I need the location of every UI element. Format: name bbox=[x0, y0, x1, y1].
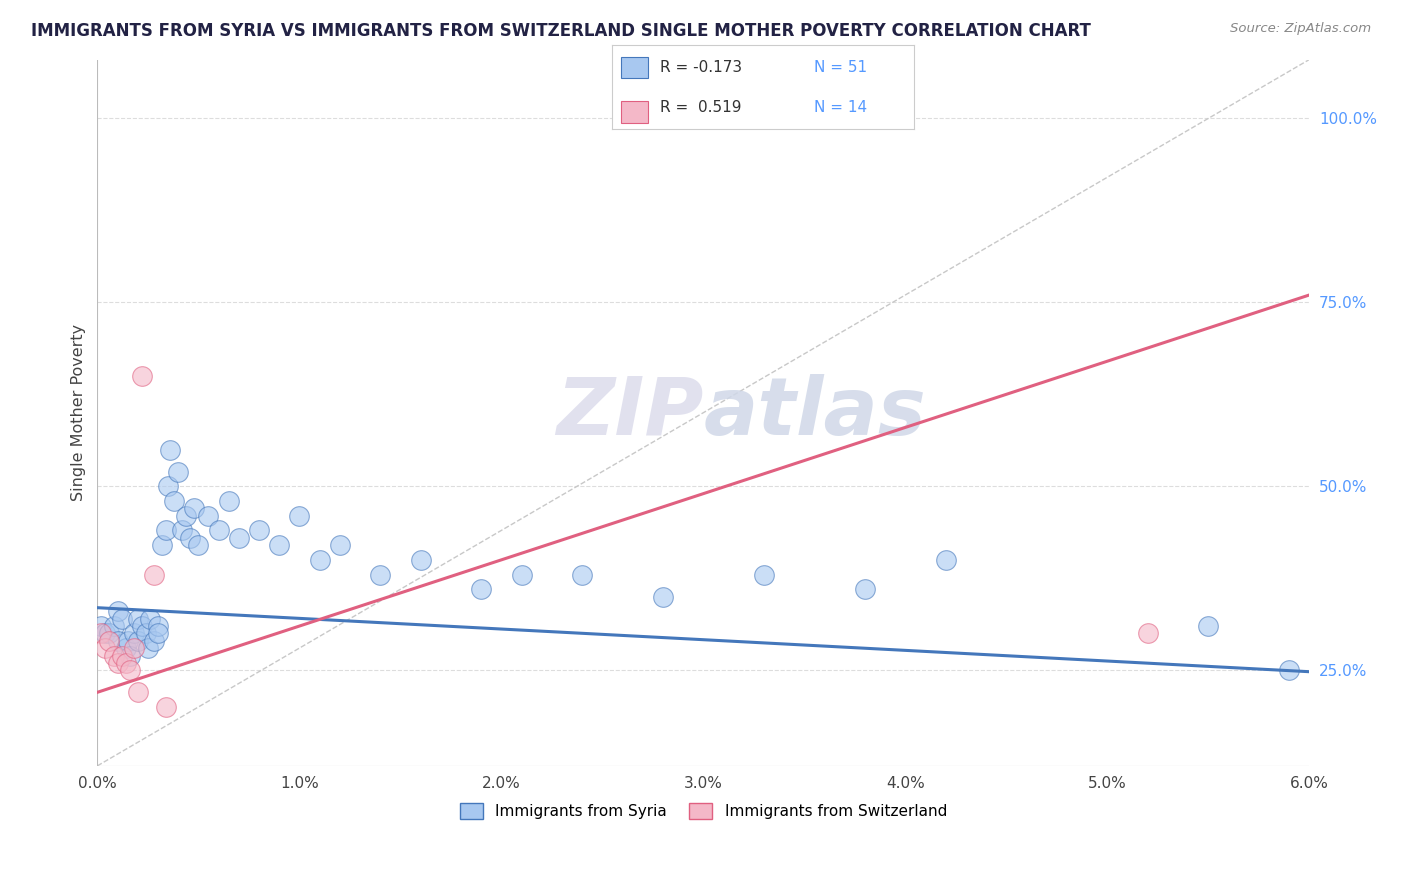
Text: atlas: atlas bbox=[703, 374, 927, 451]
Y-axis label: Single Mother Poverty: Single Mother Poverty bbox=[72, 324, 86, 501]
Point bbox=[122, 641, 145, 656]
Point bbox=[1136, 626, 1159, 640]
Point bbox=[103, 619, 125, 633]
Point bbox=[183, 501, 205, 516]
Text: R =  0.519: R = 0.519 bbox=[659, 100, 741, 115]
Point bbox=[470, 582, 492, 597]
Point bbox=[159, 442, 181, 457]
Point bbox=[107, 604, 129, 618]
Point bbox=[135, 626, 157, 640]
Point bbox=[122, 626, 145, 640]
Point bbox=[155, 700, 177, 714]
Point bbox=[1278, 663, 1301, 677]
FancyBboxPatch shape bbox=[620, 102, 648, 122]
Text: R = -0.173: R = -0.173 bbox=[659, 60, 742, 75]
Point bbox=[174, 508, 197, 523]
Point bbox=[107, 656, 129, 670]
Text: N = 14: N = 14 bbox=[814, 100, 868, 115]
Legend: Immigrants from Syria, Immigrants from Switzerland: Immigrants from Syria, Immigrants from S… bbox=[454, 797, 953, 825]
Point bbox=[752, 567, 775, 582]
Point bbox=[131, 619, 153, 633]
Point bbox=[288, 508, 311, 523]
Point bbox=[150, 538, 173, 552]
Text: IMMIGRANTS FROM SYRIA VS IMMIGRANTS FROM SWITZERLAND SINGLE MOTHER POVERTY CORRE: IMMIGRANTS FROM SYRIA VS IMMIGRANTS FROM… bbox=[31, 22, 1091, 40]
Point bbox=[114, 641, 136, 656]
Point bbox=[110, 612, 132, 626]
Point bbox=[94, 641, 117, 656]
Point bbox=[146, 626, 169, 640]
Point bbox=[142, 633, 165, 648]
Text: Source: ZipAtlas.com: Source: ZipAtlas.com bbox=[1230, 22, 1371, 36]
Point bbox=[207, 524, 229, 538]
Text: N = 51: N = 51 bbox=[814, 60, 868, 75]
Point bbox=[155, 524, 177, 538]
Point bbox=[146, 619, 169, 633]
Point bbox=[247, 524, 270, 538]
Point bbox=[187, 538, 209, 552]
Point bbox=[118, 648, 141, 663]
Point bbox=[103, 648, 125, 663]
Point bbox=[329, 538, 352, 552]
Point bbox=[409, 553, 432, 567]
Point bbox=[139, 612, 162, 626]
Point bbox=[368, 567, 391, 582]
Point bbox=[308, 553, 330, 567]
Point bbox=[651, 590, 673, 604]
Point bbox=[157, 479, 180, 493]
Point bbox=[935, 553, 957, 567]
Point bbox=[90, 626, 112, 640]
Point bbox=[118, 663, 141, 677]
Point bbox=[197, 508, 219, 523]
Point bbox=[179, 531, 201, 545]
FancyBboxPatch shape bbox=[620, 57, 648, 78]
Point bbox=[127, 685, 149, 699]
Point bbox=[90, 619, 112, 633]
Point bbox=[94, 626, 117, 640]
Point bbox=[228, 531, 250, 545]
Point bbox=[136, 641, 159, 656]
Point bbox=[142, 567, 165, 582]
Point bbox=[98, 626, 121, 640]
Point bbox=[110, 648, 132, 663]
Point bbox=[571, 567, 593, 582]
Point bbox=[167, 465, 190, 479]
Point bbox=[107, 633, 129, 648]
Point bbox=[98, 633, 121, 648]
Point bbox=[114, 656, 136, 670]
Point bbox=[117, 633, 139, 648]
Point bbox=[510, 567, 533, 582]
Point bbox=[163, 494, 186, 508]
Point bbox=[1197, 619, 1219, 633]
Point bbox=[127, 633, 149, 648]
Point bbox=[131, 368, 153, 383]
Point bbox=[127, 612, 149, 626]
Text: ZIP: ZIP bbox=[555, 374, 703, 451]
Point bbox=[172, 524, 194, 538]
Point bbox=[853, 582, 876, 597]
Point bbox=[218, 494, 240, 508]
Point bbox=[269, 538, 291, 552]
